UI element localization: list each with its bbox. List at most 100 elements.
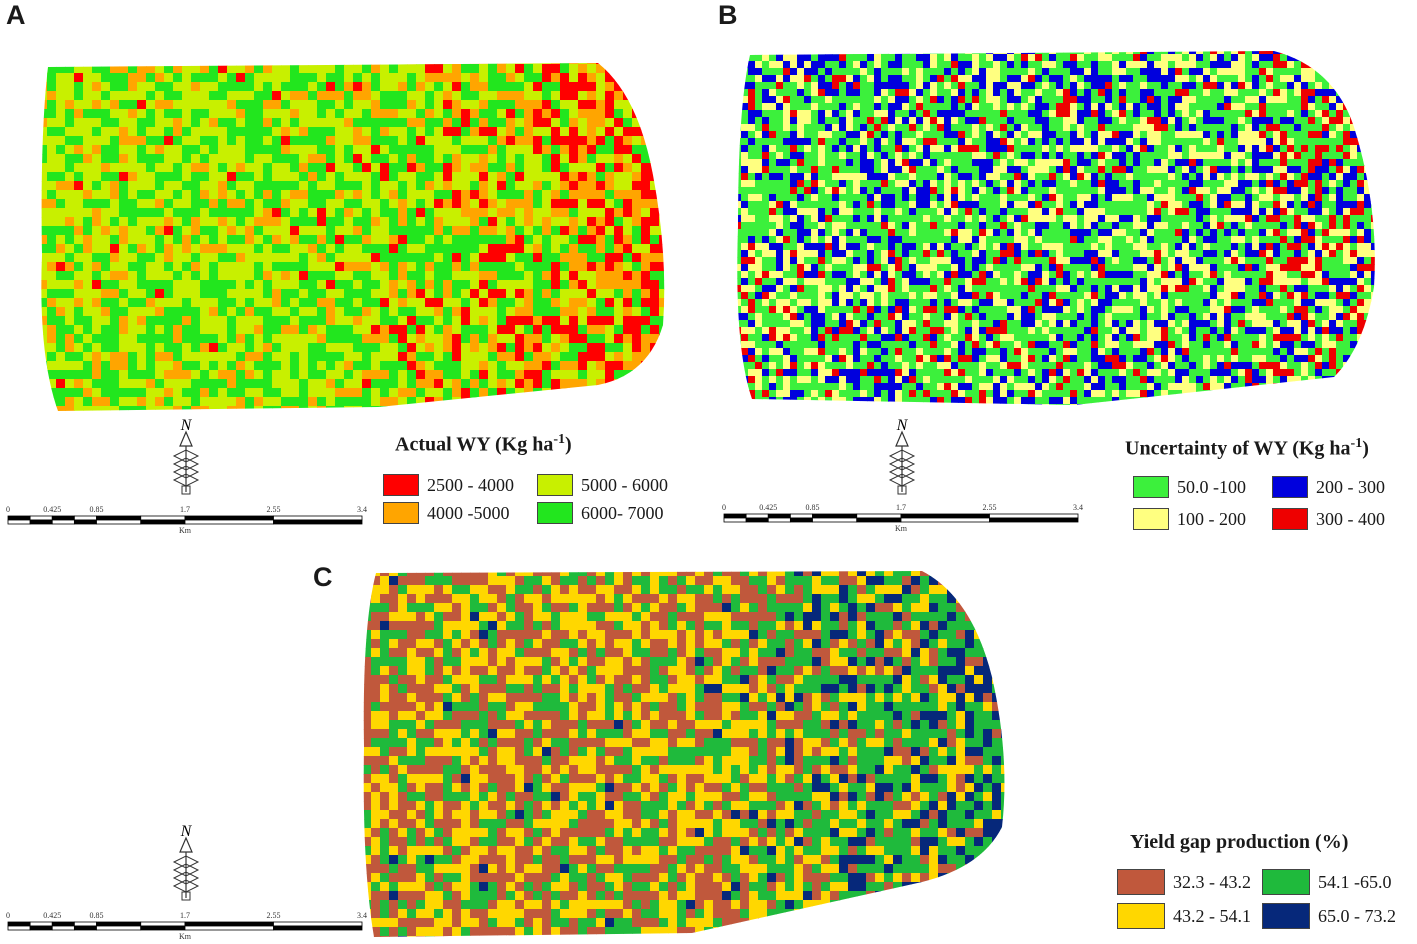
map-cell: [416, 217, 426, 227]
map-cell: [263, 253, 273, 263]
map-cell: [155, 226, 165, 236]
map-cell: [1105, 68, 1113, 76]
map-cell: [1084, 82, 1092, 90]
map-cell: [972, 131, 980, 139]
map-cell: [846, 117, 854, 125]
map-cell: [587, 190, 597, 200]
map-cell: [155, 280, 165, 290]
map-cell: [1063, 82, 1071, 90]
map-cell: [551, 190, 561, 200]
map-cell: [1154, 89, 1162, 97]
map-cell: [1133, 117, 1141, 125]
map-cell: [551, 262, 561, 272]
map-cell: [389, 235, 399, 245]
map-cell: [380, 361, 390, 371]
map-cell: [1196, 54, 1204, 62]
map-cell: [41, 100, 48, 110]
map-cell: [993, 110, 1001, 118]
map-cell: [452, 397, 462, 407]
map-cell: [173, 208, 183, 218]
map-cell: [515, 217, 525, 227]
map-cell: [488, 406, 498, 411]
map-cell: [614, 91, 624, 101]
map-cell: [1147, 82, 1155, 90]
map-cell: [916, 145, 924, 153]
map-cell: [551, 307, 561, 317]
map-cell: [218, 289, 228, 299]
map-cell: [993, 138, 1001, 146]
map-cell: [506, 181, 516, 191]
map-cell: [944, 138, 952, 146]
map-cell: [1000, 51, 1008, 55]
map-cell: [1238, 61, 1246, 69]
map-cell: [1231, 131, 1239, 139]
map-cell: [769, 110, 777, 118]
map-cell: [650, 208, 660, 218]
map-cell: [398, 217, 408, 227]
map-cell: [524, 91, 534, 101]
map-cell: [1091, 75, 1099, 83]
map-cell: [605, 253, 615, 263]
map-cell: [74, 181, 84, 191]
map-cell: [470, 397, 480, 407]
map-cell: [881, 194, 889, 202]
map-cell: [146, 388, 156, 398]
map-cell: [74, 343, 84, 353]
map-cell: [497, 163, 507, 173]
map-cell: [668, 298, 670, 308]
map-cell: [173, 136, 183, 146]
map-cell: [155, 361, 165, 371]
map-cell: [308, 352, 318, 362]
map-cell: [916, 159, 924, 167]
map-cell: [164, 109, 174, 119]
map-cell: [888, 201, 896, 209]
map-cell: [524, 172, 534, 182]
map-cell: [958, 89, 966, 97]
map-cell: [137, 226, 147, 236]
map-cell: [818, 159, 826, 167]
map-cell: [632, 262, 642, 272]
map-cell: [605, 199, 615, 209]
map-cell: [263, 217, 273, 227]
map-cell: [524, 145, 534, 155]
map-cell: [1280, 75, 1288, 83]
map-cell: [47, 163, 57, 173]
map-cell: [1147, 159, 1155, 167]
map-cell: [335, 118, 345, 128]
map-cell: [1182, 201, 1190, 209]
map-cell: [1196, 159, 1204, 167]
map-cell: [1280, 145, 1288, 153]
map-cell: [110, 73, 120, 83]
map-cell: [1252, 103, 1260, 111]
map-cell: [951, 89, 959, 97]
map-cell: [860, 152, 868, 160]
map-cell: [1343, 131, 1351, 139]
map-cell: [1098, 124, 1106, 132]
map-cell: [461, 316, 471, 326]
map-cell: [461, 379, 471, 389]
map-cell: [488, 217, 498, 227]
map-cell: [930, 82, 938, 90]
map-cell: [825, 89, 833, 97]
map-cell: [1140, 54, 1148, 62]
map-cell: [965, 54, 973, 62]
map-cell: [227, 145, 237, 155]
map-cell: [1287, 131, 1295, 139]
map-cell: [515, 280, 525, 290]
map-cell: [137, 379, 147, 389]
map-cell: [916, 180, 924, 188]
map-cell: [632, 361, 642, 371]
map-cell: [1028, 166, 1036, 174]
map-cell: [951, 82, 959, 90]
map-cell: [1245, 145, 1253, 153]
map-cell: [737, 89, 742, 97]
map-cell: [1049, 61, 1057, 69]
map-cell: [272, 334, 282, 344]
map-cell: [1343, 110, 1351, 118]
map-cell: [965, 201, 973, 209]
map-cell: [191, 325, 201, 335]
map-cell: [65, 307, 75, 317]
map-cell: [434, 82, 444, 92]
map-cell: [1007, 173, 1015, 181]
map-cell: [182, 172, 192, 182]
